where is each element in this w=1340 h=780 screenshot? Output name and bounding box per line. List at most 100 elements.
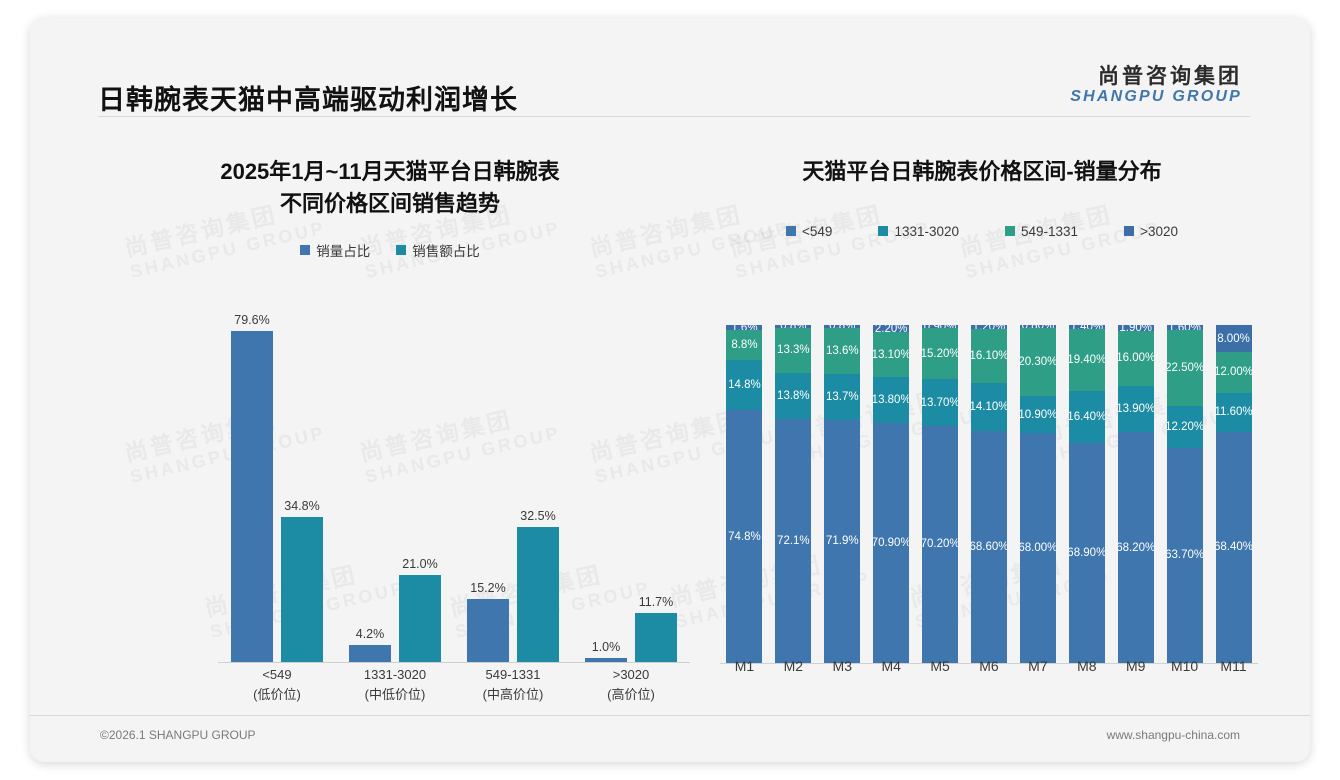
stack-segment[interactable]: 1.6% — [726, 325, 763, 331]
stack-segment[interactable]: 68.60% — [970, 431, 1007, 663]
legend-item[interactable]: 1331-3020 — [878, 224, 959, 239]
stacked-bar-column[interactable]: 0.8% 13.6% 13.7% 71.9% — [818, 325, 867, 663]
stacked-bar-column[interactable]: 1.90% 16.00% 13.90% 68.20% — [1111, 325, 1160, 663]
stacked-bar-column[interactable]: 0.80% 20.30% 10.90% 68.00% — [1013, 325, 1062, 663]
left-chart-title-line1: 2025年1月~11月天猫平台日韩腕表 — [220, 159, 560, 184]
stack-segment[interactable]: 22.50% — [1166, 330, 1203, 407]
stack-segment[interactable]: 12.00% — [1215, 352, 1252, 393]
stack-segment[interactable]: 0.90% — [922, 325, 959, 329]
bar-column[interactable]: 21.0% — [399, 313, 441, 662]
stack-segment[interactable]: 8.00% — [1215, 325, 1252, 353]
stack-segment[interactable]: 0.80% — [1019, 325, 1056, 328]
stack-segment[interactable]: 15.20% — [922, 328, 959, 380]
stack-segment[interactable]: 74.8% — [726, 410, 763, 663]
legend-item[interactable]: 549-1331 — [1005, 224, 1078, 239]
stack-segment[interactable]: 13.8% — [775, 372, 812, 420]
stack-segment[interactable]: 13.10% — [873, 332, 910, 377]
month-label: M9 — [1125, 658, 1146, 674]
stacked-bar-column[interactable]: 0.8% 13.3% 13.8% 72.1% — [769, 325, 818, 663]
bar[interactable] — [585, 657, 627, 662]
stack-segment[interactable]: 20.30% — [1019, 327, 1056, 397]
stack-segment[interactable]: 68.20% — [1117, 432, 1154, 663]
category-range: >3020 — [612, 667, 650, 682]
segment-value-label: 19.40% — [1068, 354, 1105, 367]
stack-segment[interactable]: 71.9% — [824, 419, 861, 663]
right-chart-title: 天猫平台日韩腕表价格区间-销量分布 — [702, 138, 1262, 188]
stack-segment[interactable]: 70.90% — [873, 423, 910, 663]
segment-value-label: 8.00% — [1217, 332, 1250, 345]
stack-segment[interactable]: 16.40% — [1068, 391, 1105, 444]
stacked-bar-column[interactable]: 1.6% 8.8% 14.8% 74.8% — [720, 325, 769, 663]
stack-segment[interactable]: 13.7% — [824, 373, 861, 420]
stack-segment[interactable]: 16.10% — [970, 329, 1007, 384]
bar[interactable] — [399, 574, 441, 662]
stack: 0.80% 20.30% 10.90% 68.00% — [1019, 325, 1056, 663]
stack-segment[interactable]: 10.90% — [1019, 396, 1056, 434]
stack-segment[interactable]: 1.60% — [1166, 325, 1203, 331]
bar-column[interactable]: 32.5% — [517, 313, 559, 662]
segment-value-label: 12.00% — [1215, 366, 1252, 379]
bar[interactable] — [281, 517, 323, 662]
stack-segment[interactable]: 0.8% — [824, 325, 861, 328]
bar[interactable] — [349, 644, 391, 662]
stack-segment[interactable]: 13.80% — [873, 376, 910, 424]
legend-item[interactable]: 销售额占比 — [396, 240, 480, 260]
left-chart-legend: 销量占比 销售额占比 — [90, 240, 690, 260]
stack-segment[interactable]: 16.00% — [1117, 331, 1154, 386]
legend-swatch-icon — [1124, 226, 1135, 237]
bar-value-label: 34.8% — [284, 499, 320, 514]
stack-segment[interactable]: 8.8% — [726, 330, 763, 361]
bar-column[interactable]: 11.7% — [635, 313, 677, 662]
stack-segment[interactable]: 19.40% — [1068, 329, 1105, 392]
segment-value-label: 63.70% — [1166, 549, 1203, 562]
stack-segment[interactable]: 0.8% — [775, 325, 812, 328]
bar[interactable] — [517, 526, 559, 662]
bar-column[interactable]: 34.8% — [281, 313, 323, 662]
bar-group: 4.2% 21.0% — [336, 313, 454, 662]
bar[interactable] — [467, 598, 509, 662]
stack-segment[interactable]: 14.8% — [726, 360, 763, 411]
stacked-bar-column[interactable]: 0.90% 15.20% 13.70% 70.20% — [916, 325, 965, 663]
stack-segment[interactable]: 72.1% — [775, 419, 812, 663]
stack-segment[interactable]: 13.90% — [1117, 385, 1154, 433]
stack-segment[interactable]: 68.90% — [1068, 443, 1105, 663]
stack-segment[interactable]: 13.3% — [775, 327, 812, 373]
stack-segment[interactable]: 1.40% — [1068, 325, 1105, 330]
month-label: M8 — [1077, 658, 1097, 674]
bar-column[interactable]: 15.2% — [467, 313, 509, 662]
segment-value-label: 1.40% — [1070, 325, 1103, 329]
bar[interactable] — [231, 331, 273, 662]
stack-segment[interactable]: 11.60% — [1215, 392, 1252, 432]
segment-value-label: 1.6% — [731, 325, 757, 330]
stack-segment[interactable]: 1.90% — [1117, 325, 1154, 332]
bar-column[interactable]: 4.2% — [349, 313, 391, 662]
month-label: M6 — [979, 658, 999, 674]
stacked-bar-column[interactable]: 8.00% 12.00% 11.60% 68.40% — [1209, 325, 1258, 663]
stacked-bar-column[interactable]: 1.60% 22.50% 12.20% 63.70% — [1160, 325, 1209, 663]
stack-segment[interactable]: 2.20% — [873, 325, 910, 333]
stack-segment[interactable]: 13.70% — [922, 379, 959, 426]
legend-swatch-icon — [878, 226, 889, 237]
stack-segment[interactable]: 13.6% — [824, 327, 861, 374]
stack-segment[interactable]: 70.20% — [922, 425, 959, 663]
bar-column[interactable]: 1.0% — [585, 313, 627, 662]
stack-segment[interactable]: 1.20% — [970, 325, 1007, 330]
stacked-bar-column[interactable]: 2.20% 13.10% 13.80% 70.90% — [867, 325, 916, 663]
segment-value-label: 12.20% — [1166, 421, 1203, 434]
x-axis-category-label: <549 (低价位) — [218, 665, 336, 704]
stack-segment[interactable]: 68.40% — [1215, 431, 1252, 663]
stacked-bar-column[interactable]: 1.20% 16.10% 14.10% 68.60% — [965, 325, 1014, 663]
bar-column[interactable]: 79.6% — [231, 313, 273, 662]
legend-label: 销售额占比 — [412, 243, 480, 259]
stack-segment[interactable]: 14.10% — [970, 383, 1007, 432]
stacked-bar-column[interactable]: 1.40% 19.40% 16.40% 68.90% — [1062, 325, 1111, 663]
x-axis-category-label: 549-1331 (中高价位) — [454, 665, 572, 704]
stack-segment[interactable]: 68.00% — [1019, 433, 1056, 663]
legend-item[interactable]: 销量占比 — [300, 240, 370, 260]
stack-segment[interactable]: 63.70% — [1166, 447, 1203, 663]
legend-item[interactable]: <549 — [786, 224, 832, 239]
stack-segment[interactable]: 12.20% — [1166, 406, 1203, 448]
segment-value-label: 72.1% — [777, 535, 810, 548]
legend-item[interactable]: >3020 — [1124, 224, 1178, 239]
bar[interactable] — [635, 613, 677, 662]
